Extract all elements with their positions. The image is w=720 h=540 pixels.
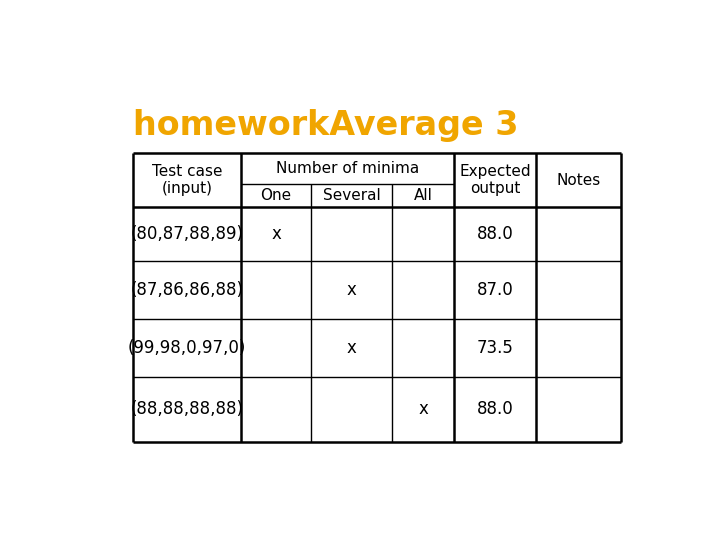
- Text: (80,87,88,89): (80,87,88,89): [130, 225, 243, 243]
- Text: One: One: [261, 188, 292, 203]
- Text: Expected
output: Expected output: [459, 164, 531, 197]
- Text: Test case
(input): Test case (input): [152, 164, 222, 197]
- Text: (87,86,86,88): (87,86,86,88): [130, 281, 243, 299]
- Text: x: x: [271, 225, 281, 243]
- Text: (99,98,0,97,0): (99,98,0,97,0): [127, 339, 246, 357]
- Text: Number of minima: Number of minima: [276, 161, 419, 176]
- Text: x: x: [418, 400, 428, 418]
- Text: 88.0: 88.0: [477, 225, 513, 243]
- Text: Notes: Notes: [556, 173, 600, 188]
- Text: All: All: [414, 188, 433, 203]
- Text: x: x: [346, 339, 356, 357]
- Text: 87.0: 87.0: [477, 281, 513, 299]
- Text: Several: Several: [323, 188, 380, 203]
- Text: 88.0: 88.0: [477, 400, 513, 418]
- Text: 73.5: 73.5: [477, 339, 513, 357]
- Text: x: x: [346, 281, 356, 299]
- Text: (88,88,88,88): (88,88,88,88): [130, 400, 243, 418]
- Text: homeworkAverage 3: homeworkAverage 3: [132, 110, 518, 143]
